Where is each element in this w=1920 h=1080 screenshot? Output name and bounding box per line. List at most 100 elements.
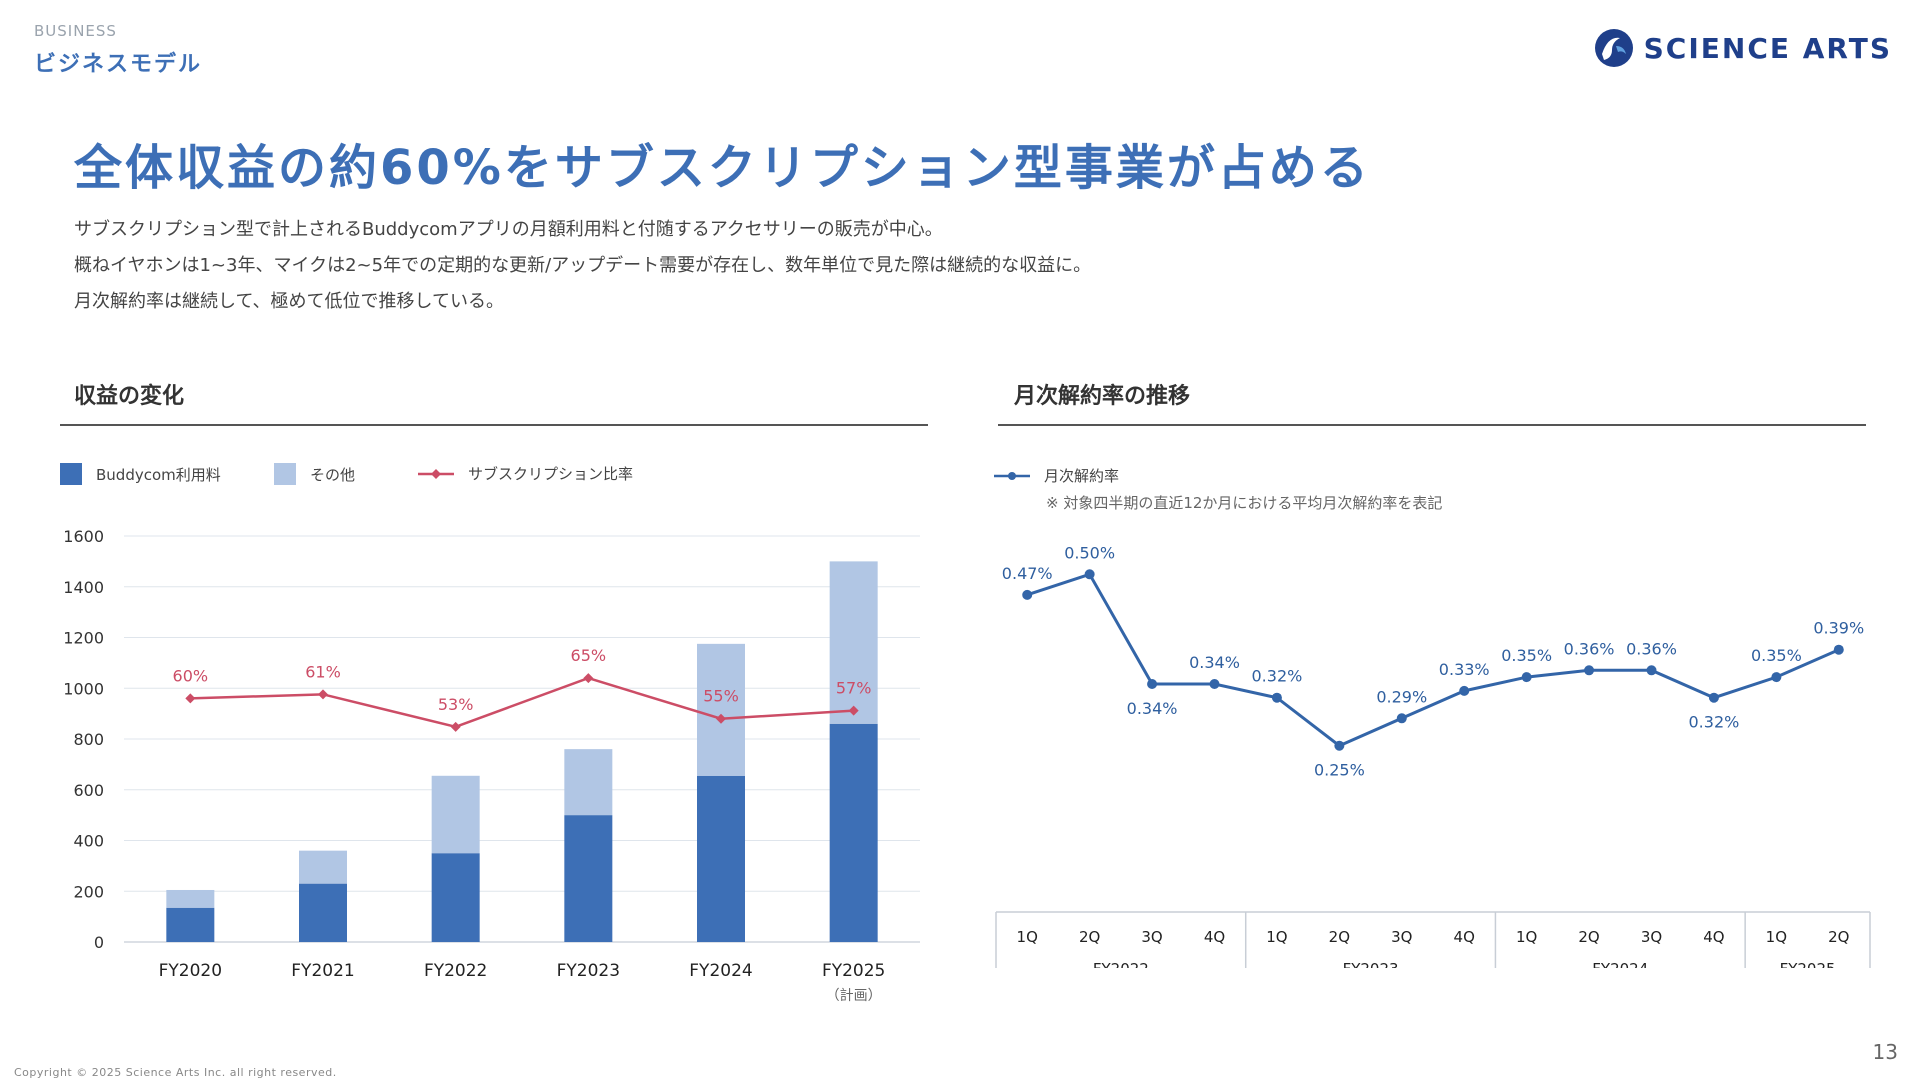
legend-label: 月次解約率: [1044, 467, 1120, 485]
churn-panel-rule: [998, 424, 1866, 426]
ratio-point: [450, 721, 461, 732]
churn-label: 0.47%: [1002, 564, 1053, 583]
quarter-label: 3Q: [1391, 928, 1412, 946]
legend-label: サブスクリプション比率: [468, 465, 634, 483]
churn-panel-title: 月次解約率の推移: [1014, 384, 1191, 409]
churn-label: 0.32%: [1252, 667, 1303, 686]
churn-point: [1022, 589, 1033, 600]
legend-label: Buddycom利用料: [96, 465, 221, 484]
revenue-panel-title: 収益の変化: [74, 384, 185, 409]
quarter-label: 1Q: [1017, 928, 1038, 946]
section-label-jp: ビジネスモデル: [34, 52, 203, 77]
bar-other: [829, 561, 878, 724]
bar-buddycom: [697, 775, 745, 942]
quarter-label: 2Q: [1828, 928, 1849, 946]
quarter-label: 4Q: [1204, 928, 1225, 946]
churn-label: 0.32%: [1689, 713, 1740, 732]
quarter-label: 3Q: [1141, 928, 1162, 946]
y-tick-label: 200: [73, 882, 104, 901]
description-line: サブスクリプション型で計上されるBuddycomアプリの月額利用料と付随するアク…: [74, 219, 943, 240]
churn-label: 0.33%: [1439, 660, 1490, 679]
churn-label: 0.50%: [1064, 543, 1115, 562]
churn-point: [1521, 672, 1532, 683]
quarter-label: 4Q: [1703, 928, 1724, 946]
y-tick-label: 1400: [63, 578, 104, 597]
quarter-label: 1Q: [1516, 928, 1537, 946]
churn-label: 0.34%: [1127, 699, 1178, 718]
bar-buddycom: [564, 815, 613, 942]
churn-point: [1771, 672, 1782, 683]
bar-other: [431, 775, 480, 854]
legend-swatch-primary: [60, 463, 82, 485]
churn-point: [1396, 713, 1407, 724]
headline: 全体収益の約60%をサブスクリプション型事業が占める: [74, 140, 1371, 196]
science-arts-logo-icon: [1594, 28, 1634, 68]
description-line: 概ねイヤホンは1~3年、マイクは2~5年での定期的な更新/アップデート需要が存在…: [74, 255, 1092, 276]
y-tick-label: 1000: [63, 679, 104, 698]
bar-buddycom: [431, 853, 480, 942]
churn-label: 0.25%: [1314, 761, 1365, 780]
ratio-label: 65%: [571, 646, 607, 665]
churn-point: [1584, 665, 1595, 676]
quarter-label: 2Q: [1329, 928, 1350, 946]
y-tick-label: 400: [73, 832, 104, 851]
quarter-label: 2Q: [1079, 928, 1100, 946]
legend-swatch-secondary: [274, 463, 296, 485]
churn-label: 0.35%: [1751, 646, 1802, 665]
revenue-chart: 0 200 400 600 800 1000 1200 1400 1600 FY2020 FY202…: [63, 527, 920, 1004]
x-tick-label: FY2024: [689, 961, 752, 981]
x-tick-label: FY2022: [424, 961, 487, 981]
ratio-point: [318, 689, 328, 700]
churn-point: [1209, 679, 1220, 689]
churn-point: [1084, 569, 1095, 580]
x-tick-label: FY2021: [291, 961, 354, 981]
bar-other: [166, 889, 215, 908]
churn-point: [1147, 679, 1158, 689]
churn-point: [1459, 685, 1470, 696]
section-label-en: BUSINESS: [34, 22, 117, 40]
bar-other: [697, 643, 745, 776]
ratio-label: 55%: [703, 687, 739, 706]
revenue-panel-rule: [60, 424, 928, 426]
legend-churn: 月次解約率: [994, 465, 1119, 486]
page-number: 13: [1872, 1040, 1898, 1064]
x-tick-label: FY2020: [159, 961, 222, 981]
churn-line: [1026, 572, 1840, 748]
ratio-label: 60%: [173, 666, 209, 685]
x-tick-label: FY2023: [557, 961, 620, 981]
ratio-label: 61%: [305, 662, 341, 681]
churn-label: 0.39%: [1813, 619, 1864, 638]
churn-point: [1833, 644, 1844, 655]
churn-point: [1646, 665, 1657, 676]
y-tick-label: 1600: [63, 527, 104, 546]
churn-label: 0.36%: [1564, 639, 1615, 658]
churn-note: ※ 対象四半期の直近12か月における平均月次解約率を表記: [1046, 494, 1443, 512]
copyright: Copyright © 2025 Science Arts Inc. all r…: [14, 1066, 337, 1079]
legend-line-swatch: [418, 468, 454, 479]
quarter-label: 2Q: [1578, 928, 1599, 946]
description: サブスクリプション型で計上されるBuddycomアプリの月額利用料と付随するアク…: [74, 212, 1091, 320]
ratio-label: 57%: [836, 679, 872, 698]
legend-line-swatch: [994, 471, 1030, 480]
churn-label: 0.35%: [1501, 646, 1552, 665]
ratio-point: [185, 693, 196, 704]
quarter-label: 3Q: [1641, 928, 1662, 946]
logo-wordmark: SCIENCE ARTS: [1643, 31, 1892, 65]
ratio-point: [583, 673, 594, 684]
churn-point: [1334, 740, 1345, 751]
company-logo: SCIENCE ARTS: [1594, 28, 1892, 68]
quarter-label: 4Q: [1454, 928, 1475, 946]
quarter-label: 1Q: [1766, 928, 1787, 946]
y-tick-label: 600: [73, 781, 104, 800]
bar-buddycom: [166, 907, 215, 942]
y-tick-label: 0: [94, 933, 104, 952]
y-tick-label: 1200: [63, 629, 104, 648]
bar-buddycom: [829, 723, 878, 942]
churn-label: 0.34%: [1189, 653, 1240, 672]
ratio-point: [716, 713, 726, 724]
ratio-point: [848, 705, 859, 716]
bar-buddycom: [299, 883, 347, 942]
y-tick-label: 800: [73, 730, 104, 749]
quarter-label: 1Q: [1266, 928, 1287, 946]
